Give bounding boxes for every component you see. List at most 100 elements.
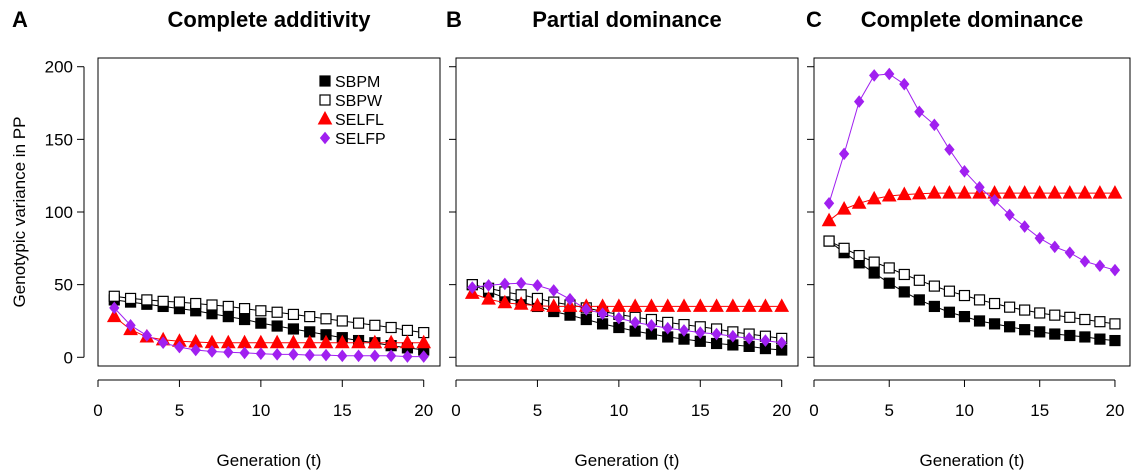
data-point-sbpw [913,274,925,286]
data-point-selfp [1109,263,1121,277]
y-axis [449,66,456,358]
data-point-sbpw [173,296,186,308]
data-point-selfp [760,334,771,347]
data-point-sbpw [401,324,414,337]
data-point-selfl [866,190,882,205]
data-point-sbpw [108,290,120,302]
panel-letter: C [806,7,822,32]
data-point-sbpw [255,305,267,317]
series-selfp [823,67,1121,277]
data-point-sbpw [1109,318,1121,330]
legend-marker-sbpm [319,75,331,87]
data-point-selfp [711,327,722,341]
data-point-sbpm [1094,333,1106,345]
legend-item-selfl: SELFL [317,110,384,129]
data-point-selfl [530,297,545,312]
data-point-selfp [369,349,381,363]
y-axis-title: Genotypic variance in PP [10,117,29,308]
series-line-selfp [113,307,424,358]
data-point-selfl [367,334,383,349]
data-point-selfl [851,195,867,209]
data-point-selfl [942,185,957,199]
series-selfl [106,308,432,349]
x-tick-label: 0 [93,401,102,420]
data-point-selfl [957,185,972,199]
data-point-sbpw [141,294,153,306]
data-point-selfl [106,308,122,323]
data-point-sbpw [1079,313,1091,326]
legend-item-selfp: SELFP [319,131,386,148]
data-point-selfp [869,69,880,82]
x-axis: 0 5 10 15 20 [451,379,791,420]
data-point-selfp [223,345,234,359]
data-point-sbpw [1034,307,1046,319]
x-tick-label: 15 [1030,401,1049,420]
legend-label: SELFP [335,131,386,148]
data-point-sbpw [928,280,940,292]
data-point-selfl [896,186,912,201]
data-point-selfl [351,334,366,349]
data-point-selfp [206,345,218,358]
data-point-selfl [513,296,529,310]
data-point-selfl [286,334,301,349]
data-point-sbpw [190,297,202,310]
x-axis: 0 5 10 15 20 [809,379,1124,420]
legend-label: SBPM [335,74,380,91]
data-point-selfp [499,277,511,291]
data-point-selfp [239,346,250,360]
data-point-selfl [927,185,942,199]
data-point-selfp [853,95,865,108]
panel-complete-dominance: C Complete dominance 0 5 10 15 20 Generation (t… [806,7,1131,470]
data-point-selfp [483,279,494,292]
data-point-sbpw [823,235,835,247]
data-point-sbpm [287,323,300,335]
data-point-selfl [481,291,496,305]
data-point-selfl [237,334,252,349]
data-point-selfp [125,319,136,332]
data-point-selfp [353,349,364,363]
data-point-sbpm [1064,329,1076,342]
data-point-selfl [269,334,285,349]
data-point-selfl [644,298,659,312]
data-point-selfp [564,292,576,306]
data-point-selfl [546,298,562,312]
legend-item-sbpw: SBPW [319,93,383,110]
data-point-selfl [1047,185,1063,199]
series-selfl [821,185,1123,227]
x-tick-label: 15 [691,401,710,420]
y-tick-label: 0 [64,348,73,367]
data-point-selfl [774,298,790,312]
data-point-selfl [660,298,676,312]
data-point-sbpw [271,306,283,318]
x-axis-title: Generation (t) [575,451,680,470]
data-point-selfp [695,326,706,339]
y-tick-label: 150 [45,130,73,149]
data-point-selfp [304,348,315,362]
data-point-sbpm [1034,326,1046,338]
data-point-selfp [899,77,910,91]
data-point-sbpw [124,292,137,305]
data-point-sbpm [1109,334,1121,347]
data-point-selfp [884,67,895,81]
data-point-selfp [385,349,397,363]
y-tick-label: 100 [45,203,73,222]
series-sbpm [823,235,1121,347]
x-axis-title: Generation (t) [217,451,322,470]
data-point-selfp [109,301,120,315]
data-point-selfl [1062,185,1078,199]
data-point-selfl [911,185,927,200]
data-point-sbpm [868,267,880,279]
data-point-sbpw [336,315,348,327]
data-point-sbpw [222,300,234,313]
data-point-selfp [776,336,787,350]
panel-title: Partial dominance [532,7,722,32]
data-point-selfp [581,303,592,316]
series-sbpm [466,279,788,356]
data-point-selfp [1034,231,1045,245]
data-point-selfp [959,165,970,178]
data-point-sbpm [988,318,1001,330]
data-point-selfp [255,347,267,360]
x-tick-label: 20 [1105,401,1124,420]
data-point-selfp [1019,220,1030,233]
data-point-selfl [416,334,432,349]
